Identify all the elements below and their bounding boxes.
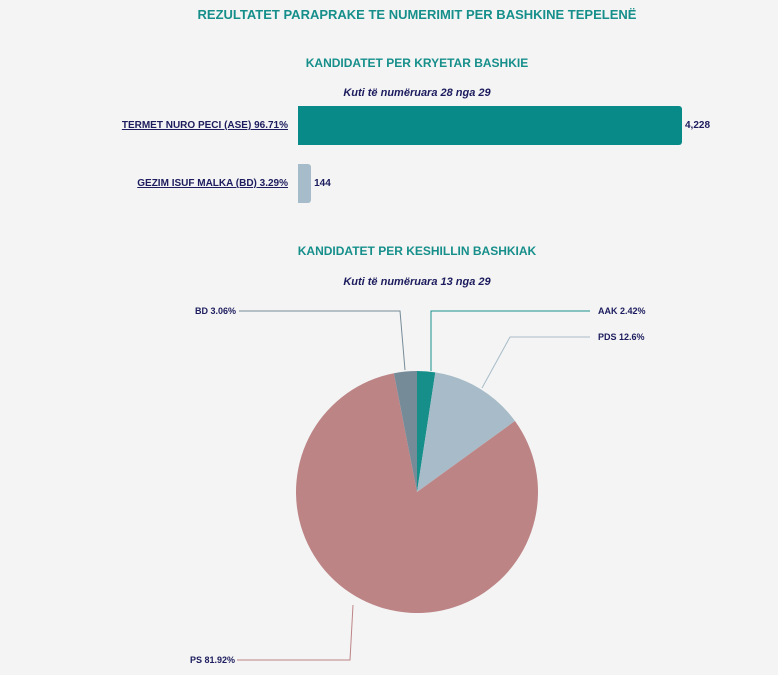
pie-leader-line [239,310,406,371]
bar [298,164,312,203]
pie-slice-label: PDS 12.6% [598,332,645,342]
page-title: REZULTATET PARAPRAKE TE NUMERIMIT PER BA… [197,7,637,22]
pie-slice [417,372,515,492]
pie-leader-line [237,604,354,661]
pie-slice [417,371,436,492]
bar-category-label[interactable]: GEZIM ISUF MALKA (BD) 3.29% [137,178,288,189]
pie-slice [393,370,417,492]
mayor-chart-subtitle: Kuti të numëruara 28 nga 29 [343,87,491,99]
bar-value-label: 144 [314,178,331,189]
bar-value-label: 4,228 [685,120,711,131]
bar [298,106,682,145]
council-chart-subtitle: Kuti të numëruara 13 nga 29 [343,276,491,288]
pie-slice-label: AAK 2.42% [598,306,646,316]
pie-slice-label: BD 3.06% [195,306,236,316]
pie-leader-line [430,310,590,371]
mayor-chart-title: KANDIDATET PER KRYETAR BASHKIE [305,56,529,70]
bar-category-label[interactable]: TERMET NURO PECI (ASE) 96.71% [121,120,288,131]
pie-slice [295,373,538,613]
pie-leader-line [481,336,590,389]
council-chart-title: KANDIDATET PER KESHILLIN BASHKIAK [297,244,537,258]
pie-slice-label: PS 81.92% [190,655,235,665]
